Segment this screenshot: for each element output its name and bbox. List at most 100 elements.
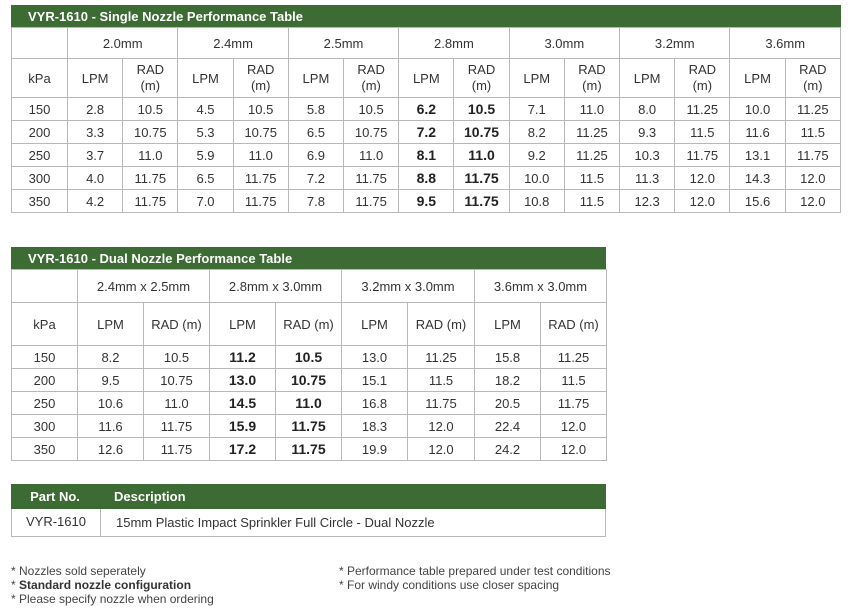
lpm-header: LPM [66, 58, 124, 98]
value-cell: 6.5 [287, 120, 345, 144]
value-cell: 9.2 [508, 143, 565, 167]
rad-header: RAD (m) [407, 302, 475, 346]
lpm-header: LPM [398, 58, 455, 98]
value-cell: 11.0 [563, 97, 621, 121]
value-cell: 15.6 [729, 189, 786, 213]
table-row: 350 4.2 11.75 7.0 11.75 7.8 11.75 9.5 11.75 10.8 1… [11, 189, 842, 213]
value-cell: 12.3 [619, 189, 676, 213]
value-cell: 13.1 [729, 143, 786, 167]
value-cell: 11.25 [784, 97, 842, 121]
kpa-header: kPa [11, 58, 68, 98]
value-cell: 10.5 [143, 345, 210, 369]
value-cell: 11.75 [453, 166, 510, 190]
value-cell: 8.2 [508, 120, 565, 144]
kpa-cell: 300 [11, 166, 68, 190]
size-header: 3.0mm [508, 27, 621, 59]
rad-header: RAD (m) [275, 302, 342, 346]
value-cell: 11.5 [540, 368, 607, 392]
value-cell: 10.75 [343, 120, 400, 144]
parts-row: VYR-1610 15mm Plastic Impact Sprinkler F… [11, 509, 606, 537]
note: * Performance table prepared under test … [339, 564, 611, 578]
kpa-cell: 200 [11, 368, 78, 392]
kpa-cell: 150 [11, 345, 78, 369]
single-unit-row: kPa LPM RAD (m) LPM RAD (m) LPM RAD (m) LPM RAD (m)… [11, 58, 842, 98]
value-cell: 12.0 [540, 437, 607, 461]
value-cell: 15.8 [474, 345, 541, 369]
size-header: 3.6mm x 3.0mm [474, 269, 607, 303]
value-cell: 15.1 [341, 368, 408, 392]
rad-unit: (m) [471, 78, 492, 93]
value-cell: 14.3 [729, 166, 786, 190]
value-cell: 3.7 [66, 143, 124, 167]
value-cell: 11.75 [122, 189, 179, 213]
value-cell: 7.8 [287, 189, 345, 213]
value-cell: 11.75 [540, 391, 607, 415]
value-cell: 4.2 [66, 189, 124, 213]
value-cell: 10.5 [275, 345, 342, 369]
table-row: 300 4.0 11.75 6.5 11.75 7.2 11.75 8.8 11.75 10.0 1… [11, 166, 842, 190]
value-cell: 11.75 [122, 166, 179, 190]
value-cell: 11.0 [343, 143, 400, 167]
value-cell: 11.75 [343, 166, 400, 190]
table-row: 150 8.2 10.5 11.2 10.5 13.0 11.25 15.8 11.25 [11, 345, 607, 369]
lpm-header: LPM [287, 58, 345, 98]
value-cell: 9.5 [398, 189, 455, 213]
value-cell: 9.3 [619, 120, 676, 144]
dual-unit-row: kPa LPM RAD (m) LPM RAD (m) LPM RAD (m) LPM RAD… [11, 302, 607, 346]
value-cell: 11.75 [674, 143, 731, 167]
kpa-cell: 350 [11, 437, 78, 461]
lpm-header: LPM [508, 58, 565, 98]
value-cell: 12.0 [784, 189, 842, 213]
value-cell: 11.5 [563, 189, 621, 213]
size-header: 2.4mm x 2.5mm [77, 269, 210, 303]
value-cell: 10.0 [729, 97, 786, 121]
table-row: 350 12.6 11.75 17.2 11.75 19.9 12.0 24.2 12.0 [11, 437, 607, 461]
notes-right: * Performance table prepared under test … [339, 564, 611, 592]
rad-label: RAD [357, 62, 385, 77]
value-cell: 10.5 [453, 97, 510, 121]
size-header: 3.6mm [729, 27, 841, 59]
rad-header: RAD (m) [540, 302, 607, 346]
size-header: 2.8mm x 3.0mm [209, 269, 342, 303]
size-header: 2.5mm [287, 27, 400, 59]
value-cell: 12.0 [784, 166, 842, 190]
rad-unit: (m) [140, 78, 161, 93]
value-cell: 11.25 [563, 120, 621, 144]
kpa-header: kPa [11, 302, 78, 346]
value-cell: 8.0 [619, 97, 676, 121]
single-table-grid: 2.0mm 2.4mm 2.5mm 2.8mm 3.0mm 3.2mm 3.6m… [11, 27, 842, 213]
value-cell: 10.5 [232, 97, 289, 121]
value-cell: 11.25 [540, 345, 607, 369]
value-cell: 10.0 [508, 166, 565, 190]
value-cell: 11.5 [674, 120, 731, 144]
value-cell: 10.75 [122, 120, 179, 144]
lpm-header: LPM [729, 58, 786, 98]
lpm-header: LPM [474, 302, 541, 346]
value-cell: 15.9 [209, 414, 276, 438]
value-cell: 11.25 [563, 143, 621, 167]
rad-header: RAD (m) [343, 58, 400, 98]
lpm-header: LPM [177, 58, 234, 98]
kpa-cell: 150 [11, 97, 68, 121]
table-row: 250 10.6 11.0 14.5 11.0 16.8 11.75 20.5 11.75 [11, 391, 607, 415]
rad-header: RAD (m) [563, 58, 621, 98]
value-cell: 12.0 [407, 437, 475, 461]
parts-table: Part No. Description VYR-1610 15mm Plast… [11, 484, 606, 537]
note-bold: * Standard nozzle configuration [11, 578, 192, 592]
value-cell: 5.8 [287, 97, 345, 121]
value-cell: 12.0 [540, 414, 607, 438]
value-cell: 5.3 [177, 120, 234, 144]
value-cell: 11.5 [407, 368, 475, 392]
value-cell: 10.75 [453, 120, 510, 144]
kpa-cell: 200 [11, 120, 68, 144]
value-cell: 12.0 [674, 166, 731, 190]
value-cell: 6.5 [177, 166, 234, 190]
dual-table-grid: 2.4mm x 2.5mm 2.8mm x 3.0mm 3.2mm x 3.0m… [11, 269, 607, 461]
value-cell: 10.3 [619, 143, 676, 167]
value-cell: 14.5 [209, 391, 276, 415]
lpm-header: LPM [77, 302, 144, 346]
table-row: 250 3.7 11.0 5.9 11.0 6.9 11.0 8.1 11.0 9.2 11.25 1… [11, 143, 842, 167]
value-cell: 11.2 [209, 345, 276, 369]
value-cell: 11.5 [784, 120, 842, 144]
value-cell: 11.75 [784, 143, 842, 167]
